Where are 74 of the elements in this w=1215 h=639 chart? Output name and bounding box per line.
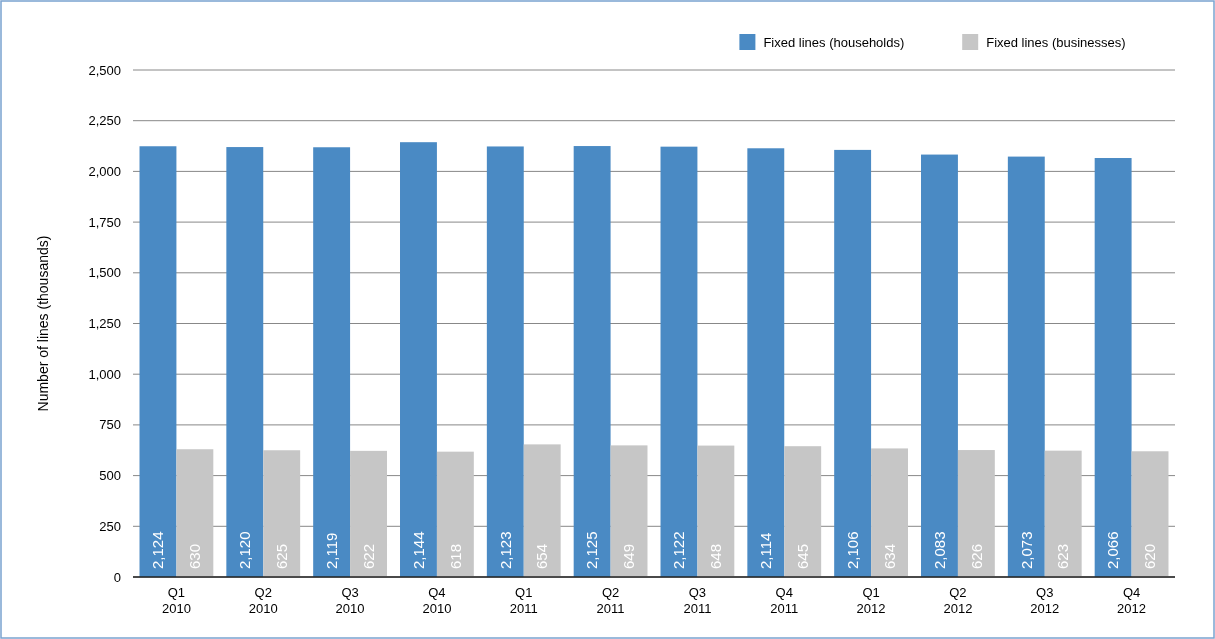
bar [784, 446, 822, 577]
y-tick-label: 0 [113, 569, 121, 585]
data-label: 2,123 [496, 531, 514, 569]
x-tick-label: Q4 2012 [1117, 585, 1147, 616]
data-label: 2,122 [670, 531, 688, 569]
x-tick-label: Q1 2012 [856, 585, 886, 616]
data-label: 2,144 [409, 531, 427, 569]
bar [436, 451, 474, 577]
y-tick-label: 1,500 [88, 265, 121, 281]
y-tick-label: 1,750 [88, 214, 121, 230]
data-label: 2,114 [757, 532, 775, 569]
x-tick-label: Q2 2011 [596, 585, 625, 616]
bar [660, 146, 698, 577]
bar [610, 445, 648, 577]
legend-label: Fixed lines (businesses) [986, 34, 1126, 50]
bar [400, 142, 437, 577]
y-tick-label: 750 [99, 417, 121, 433]
bar [486, 146, 524, 577]
bar [176, 449, 214, 577]
data-label: 2,066 [1104, 531, 1122, 569]
bar [957, 450, 995, 577]
data-label: 648 [707, 543, 725, 569]
data-label: 623 [1054, 543, 1072, 569]
y-tick-label: 250 [99, 518, 121, 534]
bar [1131, 451, 1169, 577]
x-tick-label: Q2 2010 [248, 585, 278, 616]
data-label: 654 [533, 543, 551, 569]
bar [834, 149, 872, 577]
x-tick-label: Q3 2010 [335, 585, 365, 616]
data-label: 620 [1141, 543, 1159, 569]
bar [1094, 158, 1132, 577]
x-tick-label: Q4 2011 [770, 585, 799, 616]
bar [523, 444, 561, 577]
data-label: 2,120 [236, 531, 254, 569]
bar [263, 450, 301, 577]
data-label: 2,119 [322, 532, 340, 569]
bar [921, 154, 958, 577]
data-label: 2,073 [1017, 531, 1035, 569]
data-label: 2,106 [843, 531, 861, 569]
y-tick-label: 2,500 [88, 62, 121, 78]
data-label: 634 [880, 543, 898, 569]
bar [1044, 450, 1082, 577]
data-label: 625 [272, 543, 290, 569]
y-tick-label: 2,000 [88, 163, 121, 179]
data-label: 2,125 [583, 531, 601, 569]
x-tick-label: Q1 2010 [161, 585, 191, 616]
bar [350, 450, 387, 577]
data-label: 649 [620, 543, 638, 569]
bar [573, 146, 611, 577]
bar [871, 448, 908, 577]
y-axis-title: Number of lines (thousands) [35, 235, 51, 412]
data-label: 622 [359, 543, 377, 569]
bar [747, 148, 785, 577]
data-label: 626 [967, 543, 985, 569]
bar [313, 147, 351, 577]
data-label: 645 [793, 543, 811, 569]
y-tick-label: 1,250 [88, 316, 121, 332]
x-tick-label: Q3 2011 [683, 585, 712, 616]
y-tick-label: 500 [99, 468, 121, 484]
x-tick-label: Q3 2012 [1030, 585, 1060, 616]
y-tick-label: 2,250 [88, 113, 121, 129]
data-label: 2,083 [930, 531, 948, 569]
bar [226, 147, 264, 577]
data-label: 2,124 [149, 531, 167, 569]
x-tick-label: Q2 2012 [943, 585, 973, 616]
bar [1007, 156, 1045, 577]
bar [139, 146, 177, 577]
x-tick-label: Q4 2010 [422, 585, 452, 616]
data-label: 618 [446, 543, 464, 569]
bar [697, 445, 735, 577]
y-tick-label: 1,000 [88, 366, 121, 382]
legend-label: Fixed lines (households) [763, 34, 905, 50]
data-label: 630 [186, 543, 204, 569]
x-tick-label: Q1 2011 [509, 585, 538, 616]
